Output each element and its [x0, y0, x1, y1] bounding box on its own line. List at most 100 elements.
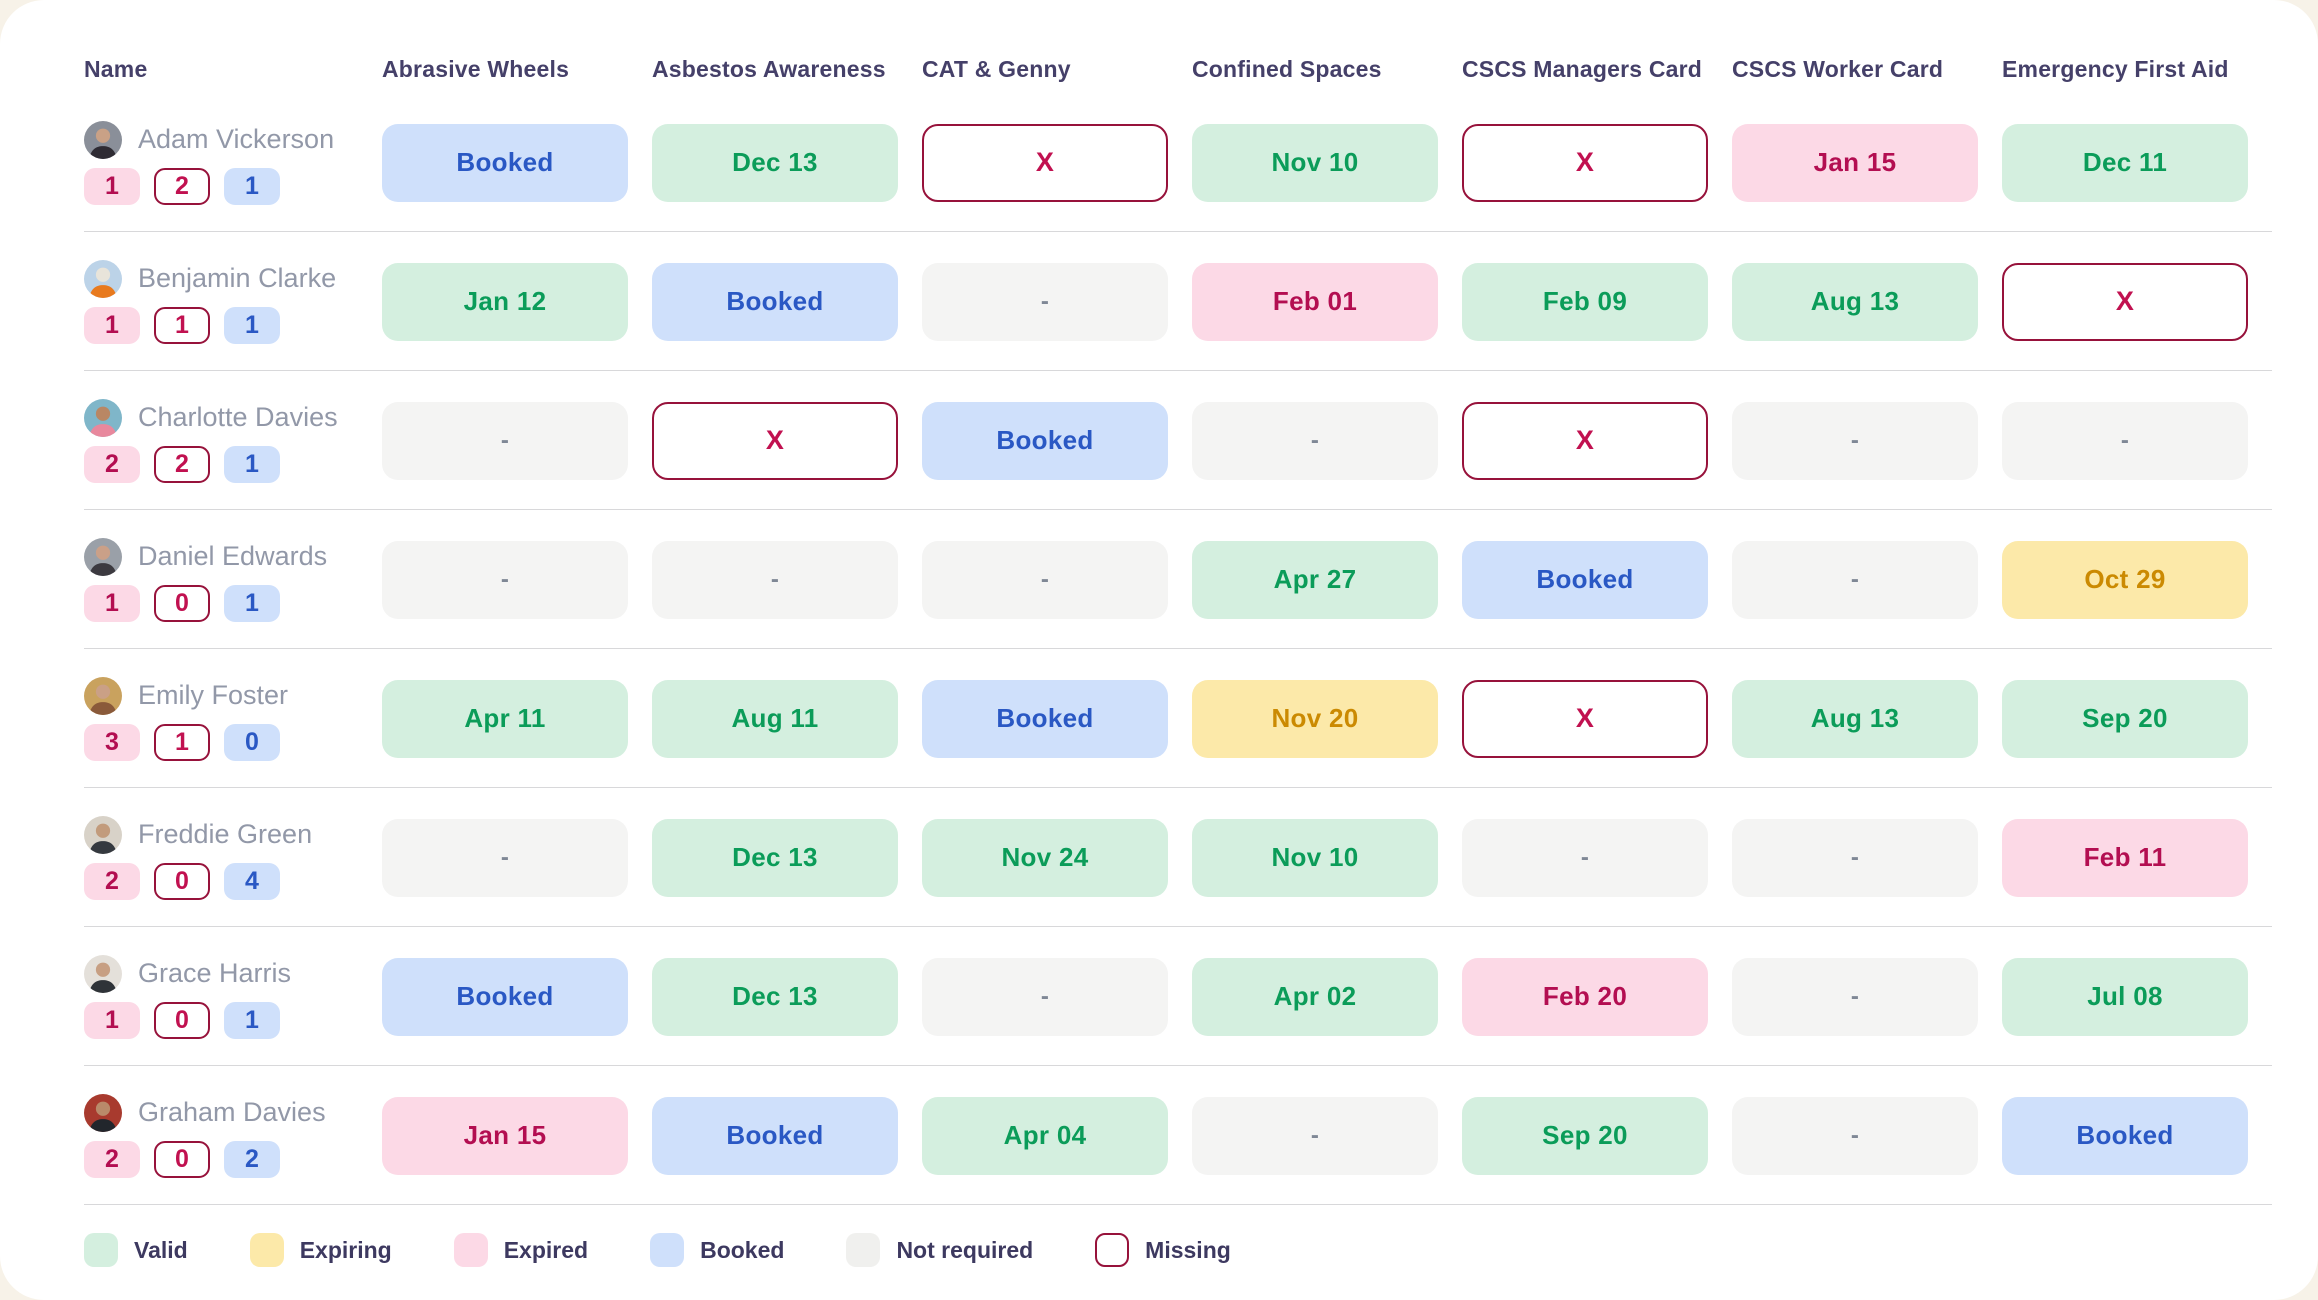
- status-cell[interactable]: -: [382, 540, 628, 619]
- status-cell[interactable]: X: [1462, 401, 1708, 480]
- status-cell[interactable]: -: [2002, 401, 2248, 480]
- status-cell[interactable]: Nov 20: [1192, 679, 1438, 758]
- person-cell[interactable]: Adam Vickerson 1 2 1: [84, 120, 382, 205]
- status-cell[interactable]: -: [922, 540, 1168, 619]
- status-cell[interactable]: Apr 11: [382, 679, 628, 758]
- person-name: Daniel Edwards: [138, 541, 328, 571]
- status-cell-label: Nov 24: [1001, 842, 1089, 872]
- status-cell-label: Booked: [1536, 564, 1634, 594]
- table-row: Grace Harris 1 0 1 Booked Dec 13 - Apr 0…: [0, 927, 2318, 1066]
- status-cell[interactable]: Dec 13: [652, 957, 898, 1036]
- status-cell[interactable]: -: [1732, 818, 1978, 897]
- status-cell[interactable]: -: [1192, 1096, 1438, 1175]
- status-cell[interactable]: Booked: [652, 1096, 898, 1175]
- status-cell[interactable]: Booked: [382, 957, 628, 1036]
- person-cell[interactable]: Daniel Edwards 1 0 1: [84, 537, 382, 622]
- status-cell-label: Jul 08: [2087, 981, 2163, 1011]
- status-cell[interactable]: Feb 11: [2002, 818, 2248, 897]
- status-cell[interactable]: Feb 20: [1462, 957, 1708, 1036]
- status-cell[interactable]: Dec 13: [652, 818, 898, 897]
- status-cell[interactable]: Jan 15: [1732, 123, 1978, 202]
- status-cell[interactable]: Booked: [2002, 1096, 2248, 1175]
- status-cell[interactable]: -: [382, 401, 628, 480]
- status-cell[interactable]: Booked: [382, 123, 628, 202]
- status-cell-label: Jan 15: [463, 1120, 547, 1150]
- status-cell-label: Feb 09: [1542, 286, 1628, 316]
- booked-count-badge: 1: [224, 167, 280, 205]
- status-cell-label: Booked: [2076, 1120, 2174, 1150]
- avatar: [84, 259, 122, 298]
- person-cell[interactable]: Emily Foster 3 1 0: [84, 676, 382, 761]
- person-cell[interactable]: Benjamin Clarke 1 1 1: [84, 259, 382, 344]
- status-cell[interactable]: Oct 29: [2002, 540, 2248, 619]
- status-cell-label: Feb 20: [1542, 981, 1628, 1011]
- status-cell-label: Oct 29: [2084, 564, 2166, 594]
- table-row: Emily Foster 3 1 0 Apr 11 Aug 11 Booked …: [0, 649, 2318, 788]
- status-cell[interactable]: -: [1462, 818, 1708, 897]
- status-cell[interactable]: X: [1462, 679, 1708, 758]
- status-cell[interactable]: Jul 08: [2002, 957, 2248, 1036]
- status-cell[interactable]: Sep 20: [1462, 1096, 1708, 1175]
- person-cell[interactable]: Graham Davies 2 0 2: [84, 1093, 382, 1178]
- status-cell[interactable]: -: [1732, 1096, 1978, 1175]
- person-cell[interactable]: Charlotte Davies 2 2 1: [84, 398, 382, 483]
- status-cell[interactable]: Nov 10: [1192, 123, 1438, 202]
- avatar: [84, 120, 122, 159]
- status-cell-label: Sep 20: [2082, 703, 2168, 733]
- status-cell[interactable]: Aug 11: [652, 679, 898, 758]
- status-cell-label: Feb 01: [1272, 286, 1358, 316]
- status-cell-label: Booked: [996, 703, 1094, 733]
- status-cell[interactable]: -: [1732, 540, 1978, 619]
- status-cell-label: Apr 04: [1003, 1120, 1087, 1150]
- status-cell[interactable]: Jan 12: [382, 262, 628, 341]
- status-cell-label: Dec 13: [732, 842, 818, 872]
- expired-count-badge: 1: [84, 306, 140, 344]
- status-cell[interactable]: Jan 15: [382, 1096, 628, 1175]
- status-cell-label: Jan 12: [463, 286, 547, 316]
- matrix-body: Adam Vickerson 1 2 1 Booked Dec 13 X Nov…: [0, 83, 2318, 1205]
- status-cell[interactable]: X: [652, 401, 898, 480]
- person-avatar-icon: [84, 120, 122, 159]
- status-cell[interactable]: X: [2002, 262, 2248, 341]
- status-cell[interactable]: -: [1732, 401, 1978, 480]
- status-cell[interactable]: Aug 13: [1732, 679, 1978, 758]
- status-cell-label: -: [2120, 426, 2130, 454]
- status-cell[interactable]: Dec 11: [2002, 123, 2248, 202]
- status-cell-label: Feb 11: [2083, 842, 2167, 872]
- status-cell[interactable]: Nov 10: [1192, 818, 1438, 897]
- status-cell[interactable]: Apr 27: [1192, 540, 1438, 619]
- person-cell[interactable]: Freddie Green 2 0 4: [84, 815, 382, 900]
- status-count-badges: 1 1 1: [84, 306, 382, 344]
- status-cell-label: Booked: [996, 425, 1094, 455]
- person-cell[interactable]: Grace Harris 1 0 1: [84, 954, 382, 1039]
- status-cell[interactable]: -: [922, 262, 1168, 341]
- status-cell[interactable]: Booked: [922, 679, 1168, 758]
- status-cell[interactable]: Sep 20: [2002, 679, 2248, 758]
- booked-count-badge: 1: [224, 306, 280, 344]
- status-cell[interactable]: X: [1462, 123, 1708, 202]
- status-cell[interactable]: -: [652, 540, 898, 619]
- person-avatar-icon: [84, 1093, 122, 1132]
- status-cell[interactable]: Apr 04: [922, 1096, 1168, 1175]
- status-cell[interactable]: -: [1732, 957, 1978, 1036]
- status-cell[interactable]: Aug 13: [1732, 262, 1978, 341]
- status-cell[interactable]: Dec 13: [652, 123, 898, 202]
- status-cell[interactable]: Feb 09: [1462, 262, 1708, 341]
- table-row: Daniel Edwards 1 0 1 - - - Apr 27 Booked…: [0, 510, 2318, 649]
- status-cell-label: Apr 27: [1273, 564, 1357, 594]
- status-cell[interactable]: Booked: [1462, 540, 1708, 619]
- status-cell[interactable]: Nov 24: [922, 818, 1168, 897]
- status-cell[interactable]: -: [382, 818, 628, 897]
- status-cell-label: -: [1850, 565, 1860, 593]
- status-cell[interactable]: X: [922, 123, 1168, 202]
- avatar: [84, 398, 122, 437]
- status-cell[interactable]: Booked: [652, 262, 898, 341]
- status-cell[interactable]: -: [1192, 401, 1438, 480]
- status-cell[interactable]: Apr 02: [1192, 957, 1438, 1036]
- status-count-badges: 2 0 2: [84, 1140, 382, 1178]
- status-cell[interactable]: Booked: [922, 401, 1168, 480]
- expired-count-badge: 1: [84, 167, 140, 205]
- person-name: Benjamin Clarke: [138, 263, 337, 293]
- status-cell[interactable]: -: [922, 957, 1168, 1036]
- status-cell[interactable]: Feb 01: [1192, 262, 1438, 341]
